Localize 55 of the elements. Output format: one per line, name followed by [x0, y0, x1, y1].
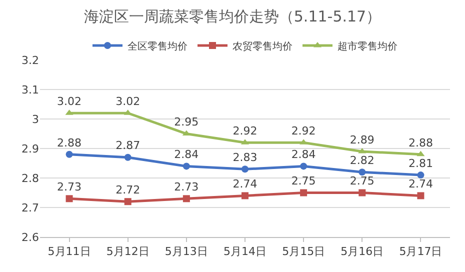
data-label: 2.82	[350, 154, 374, 167]
point	[182, 195, 190, 202]
data-label: 2.74	[408, 178, 433, 191]
y-tick-label: 3	[32, 112, 39, 126]
x-tick-label: 5月13日	[164, 245, 208, 258]
data-label: 2.84	[291, 148, 316, 162]
data-label: 2.84	[174, 148, 199, 162]
point	[300, 189, 308, 196]
point	[124, 198, 132, 206]
point	[416, 150, 425, 156]
data-label: 2.75	[350, 174, 374, 188]
x-tick-label: 5月14日	[224, 245, 266, 258]
y-tick-label: 2.6	[22, 230, 39, 244]
y-tick-label: 2.7	[22, 201, 39, 214]
point	[358, 189, 366, 196]
data-label: 2.88	[408, 136, 433, 150]
data-label: 3.02	[116, 94, 140, 108]
x-tick-label: 5月11日	[48, 245, 91, 258]
data-label: 2.89	[350, 133, 374, 146]
point	[417, 172, 424, 179]
point	[182, 162, 190, 170]
y-tick-label: 3.1	[22, 83, 39, 96]
data-label: 2.75	[291, 174, 316, 188]
data-label: 2.88	[57, 136, 82, 150]
x-tick-label: 5月15日	[282, 245, 326, 258]
data-label: 2.73	[57, 180, 82, 194]
x-tick-label: 5月12日	[106, 245, 150, 258]
point	[242, 166, 248, 173]
data-label: 2.72	[116, 183, 140, 196]
point	[358, 148, 366, 154]
legend-label: 全区零售均价	[128, 40, 188, 52]
data-label: 2.73	[174, 180, 199, 194]
x-tick-label: 5月16日	[340, 245, 384, 258]
point	[124, 154, 132, 161]
point	[66, 150, 73, 158]
y-tick-label: 2.8	[22, 172, 39, 185]
legend-label: 农贸零售均价	[232, 40, 292, 52]
point	[66, 195, 73, 202]
data-label: 3.02	[57, 94, 82, 108]
data-label: 2.74	[232, 178, 258, 191]
x-tick-label: 5月17日	[399, 245, 442, 258]
data-label: 2.83	[232, 151, 258, 164]
point	[417, 192, 424, 200]
point	[358, 168, 366, 176]
data-label: 2.87	[116, 139, 140, 152]
data-label: 2.81	[408, 156, 433, 170]
chart-title: 海淀区一周蔬菜零售均价走势（5.11-5.17）	[84, 7, 382, 26]
y-tick-label: 2.9	[22, 142, 39, 156]
legend-label: 超市零售均价	[338, 40, 398, 52]
data-label: 2.92	[232, 124, 258, 138]
data-label: 2.95	[174, 116, 199, 129]
point	[300, 162, 308, 170]
point	[242, 192, 248, 200]
y-tick-label: 3.2	[22, 54, 39, 67]
data-label: 2.92	[291, 124, 316, 138]
